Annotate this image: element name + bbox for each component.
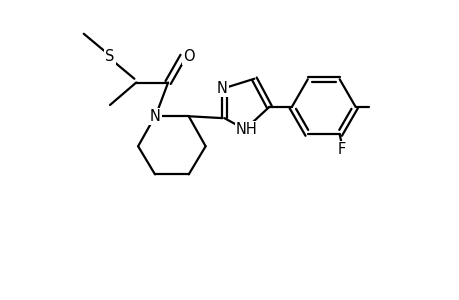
Text: F: F bbox=[337, 142, 345, 157]
Text: O: O bbox=[183, 49, 194, 64]
Text: N: N bbox=[149, 109, 160, 124]
Text: N: N bbox=[217, 81, 228, 96]
Text: NH: NH bbox=[235, 122, 257, 137]
Text: S: S bbox=[105, 49, 114, 64]
